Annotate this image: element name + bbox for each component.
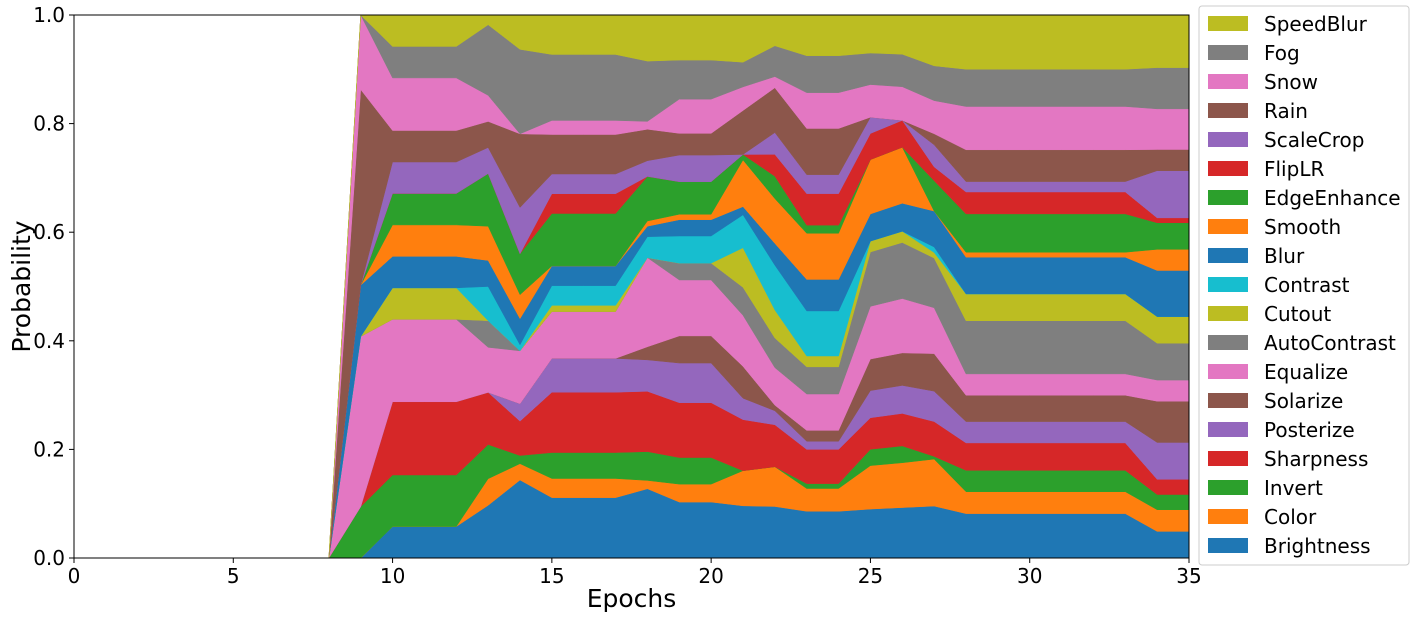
legend-swatch-smooth — [1208, 219, 1248, 234]
legend-label-edgeenhance: EdgeEnhance — [1264, 186, 1401, 210]
legend-swatch-fog — [1208, 45, 1248, 60]
legend-label-posterize: Posterize — [1264, 418, 1355, 442]
x-tick-label: 15 — [539, 564, 564, 588]
y-tick-label: 0.4 — [33, 329, 65, 353]
legend-frame — [1198, 5, 1410, 566]
legend-label-color: Color — [1264, 505, 1317, 529]
y-tick-label: 0.0 — [33, 546, 65, 570]
legend-label-fog: Fog — [1264, 41, 1300, 65]
legend-label-sharpness: Sharpness — [1264, 447, 1368, 471]
x-tick-label: 25 — [858, 564, 883, 588]
y-tick-label: 0.2 — [33, 437, 65, 461]
legend-swatch-snow — [1208, 74, 1248, 89]
legend-swatch-fliplr — [1208, 161, 1248, 176]
legend-swatch-brightness — [1208, 538, 1248, 553]
y-axis-title: Probability — [7, 220, 36, 352]
y-tick-label: 0.8 — [33, 112, 65, 136]
legend-swatch-rain — [1208, 103, 1248, 118]
legend-label-brightness: Brightness — [1264, 534, 1371, 558]
legend-label-speedblur: SpeedBlur — [1264, 12, 1368, 36]
legend-label-contrast: Contrast — [1264, 273, 1350, 297]
legend-label-snow: Snow — [1264, 70, 1318, 94]
legend-label-invert: Invert — [1264, 476, 1323, 500]
legend-swatch-posterize — [1208, 422, 1248, 437]
legend-swatch-blur — [1208, 248, 1248, 263]
area-layers — [328, 14, 1190, 559]
x-tick-label: 5 — [227, 564, 240, 588]
legend: SpeedBlur Fog Snow Rain ScaleCrop FlipLR EdgeE… — [1198, 5, 1410, 566]
legend-swatch-sharpness — [1208, 451, 1248, 466]
legend-swatch-solarize — [1208, 393, 1248, 408]
x-tick-label: 10 — [380, 564, 405, 588]
x-tick-label: 35 — [1176, 564, 1201, 588]
legend-label-cutout: Cutout — [1264, 302, 1331, 326]
x-tick-label: 30 — [1017, 564, 1042, 588]
legend-swatch-cutout — [1208, 306, 1248, 321]
x-tick-label: 0 — [68, 564, 81, 588]
legend-label-autocontrast: AutoContrast — [1264, 331, 1396, 355]
legend-swatch-contrast — [1208, 277, 1248, 292]
y-tick-label: 0.6 — [33, 220, 65, 244]
x-tick-label: 20 — [698, 564, 723, 588]
legend-label-fliplr: FlipLR — [1264, 157, 1324, 181]
legend-swatch-scalecrop — [1208, 132, 1248, 147]
legend-swatch-equalize — [1208, 364, 1248, 379]
x-axis: 0 5 10 15 20 25 30 35 — [68, 558, 1202, 588]
legend-swatch-invert — [1208, 480, 1248, 495]
legend-swatch-speedblur — [1208, 16, 1248, 31]
legend-label-blur: Blur — [1264, 244, 1305, 268]
legend-label-equalize: Equalize — [1264, 360, 1348, 384]
plot-frame — [73, 14, 1190, 559]
legend-swatch-color — [1208, 509, 1248, 524]
legend-swatch-edgeenhance — [1208, 190, 1248, 205]
legend-label-solarize: Solarize — [1264, 389, 1343, 413]
x-axis-title: Epochs — [587, 584, 677, 613]
legend-label-smooth: Smooth — [1264, 215, 1341, 239]
y-tick-label: 1.0 — [33, 3, 65, 27]
y-axis: 0.0 0.2 0.4 0.6 0.8 1.0 — [33, 3, 74, 570]
legend-label-rain: Rain — [1264, 99, 1308, 123]
legend-label-scalecrop: ScaleCrop — [1264, 128, 1365, 152]
legend-swatch-autocontrast — [1208, 335, 1248, 350]
